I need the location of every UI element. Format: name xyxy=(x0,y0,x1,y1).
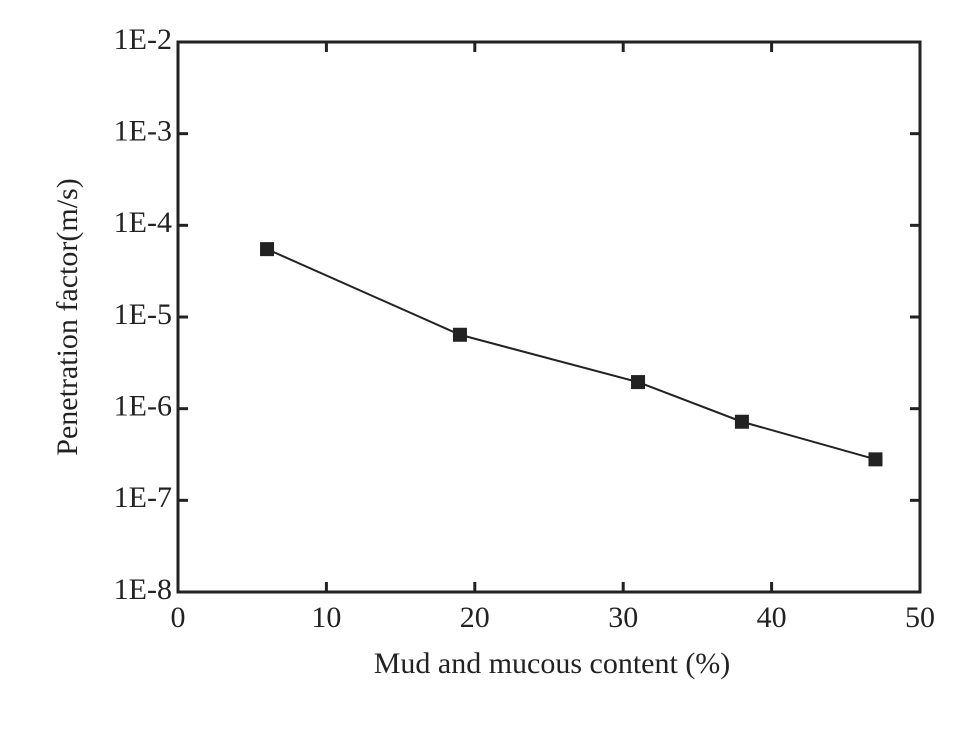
marker xyxy=(452,327,467,342)
x-tick-label: 30 xyxy=(608,601,638,634)
y-tick-label: 1E-2 xyxy=(114,23,172,56)
x-tick-label: 20 xyxy=(460,601,490,634)
x-axis-label: Mud and mucous content (%) xyxy=(374,647,731,680)
y-tick-label: 1E-6 xyxy=(114,390,172,423)
x-tick-label: 0 xyxy=(171,601,186,634)
plot-frame xyxy=(176,40,922,594)
x-tick-label: 40 xyxy=(757,601,787,634)
marker xyxy=(260,242,275,257)
marker xyxy=(631,375,646,390)
y-tick-label: 1E-7 xyxy=(114,481,172,514)
series-line xyxy=(266,248,876,461)
y-axis-label: Penetration factor(m/s) xyxy=(51,178,84,455)
y-tick-label: 1E-3 xyxy=(114,115,172,148)
x-tick-label: 50 xyxy=(905,601,935,634)
x-tick-label: 10 xyxy=(311,601,341,634)
y-tick-label: 1E-4 xyxy=(114,206,172,239)
marker xyxy=(868,452,883,467)
y-tick-label: 1E-5 xyxy=(114,298,172,331)
marker xyxy=(734,414,749,429)
y-tick-label: 1E-8 xyxy=(114,573,172,606)
